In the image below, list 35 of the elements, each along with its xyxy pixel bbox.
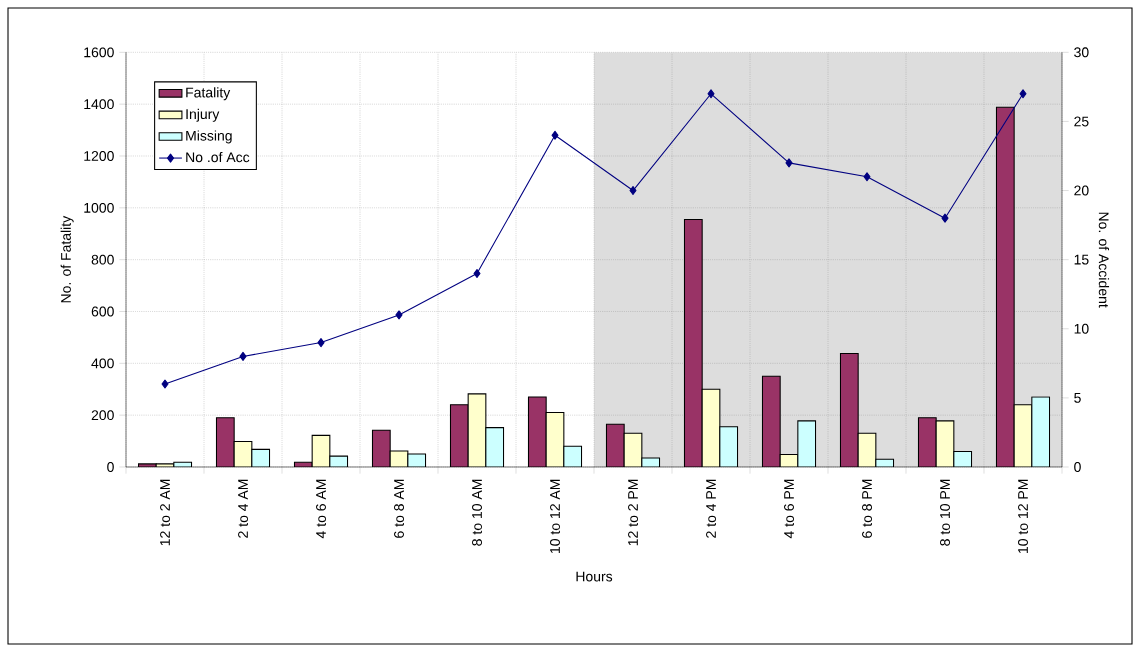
y-tick-label: 600 bbox=[91, 306, 114, 317]
legend-label: No .of Acc bbox=[186, 151, 250, 163]
y2-axis-title: No. of Accident bbox=[1098, 212, 1110, 308]
y-tick-label: 400 bbox=[91, 358, 114, 369]
y-axis-title: No. of Fatality bbox=[60, 215, 74, 303]
x-tick-label: 12 to 2 AM bbox=[160, 479, 170, 546]
x-tick-label: 2 to 4 AM bbox=[238, 479, 248, 538]
x-tick-label: 12 to 2 PM bbox=[628, 479, 638, 546]
legend-label: Missing bbox=[186, 130, 232, 144]
x-tick-label: 6 to 8 AM bbox=[394, 479, 404, 538]
x-tick-label: 2 to 4 PM bbox=[706, 479, 716, 538]
y2-tick-label: 5 bbox=[1074, 393, 1081, 403]
legend-label: Fatality bbox=[186, 87, 231, 101]
y2-tick-label: 20 bbox=[1074, 185, 1089, 196]
y2-tick-label: 15 bbox=[1074, 254, 1089, 265]
y2-tick-label: 30 bbox=[1074, 47, 1089, 58]
x-tick-label: 10 to 12 PM bbox=[1018, 479, 1028, 554]
x-tick-label: 4 to 6 PM bbox=[784, 479, 794, 539]
x-tick-label: 6 to 8 PM bbox=[862, 479, 872, 538]
y-tick-label: 200 bbox=[91, 410, 114, 421]
x-tick-label: 10 to 12 AM bbox=[550, 479, 560, 554]
x-tick-label: 4 to 6 AM bbox=[316, 479, 326, 539]
y-tick-label: 1200 bbox=[84, 151, 114, 161]
y-tick-label: 800 bbox=[91, 254, 114, 265]
y2-tick-label: 0 bbox=[1074, 462, 1081, 472]
y2-tick-label: 10 bbox=[1074, 323, 1089, 334]
x-axis-title: Hours bbox=[576, 571, 613, 582]
x-tick-label: 8 to 10 PM bbox=[940, 479, 950, 546]
y2-tick-label: 25 bbox=[1074, 116, 1089, 127]
y-tick-label: 1400 bbox=[84, 99, 114, 110]
y-tick-label: 1600 bbox=[84, 47, 114, 58]
y-tick-label: 0 bbox=[107, 462, 114, 472]
legend-label: Injury bbox=[186, 108, 220, 122]
x-tick-label: 8 to 10 AM bbox=[472, 479, 482, 546]
y-tick-label: 1000 bbox=[84, 202, 114, 213]
